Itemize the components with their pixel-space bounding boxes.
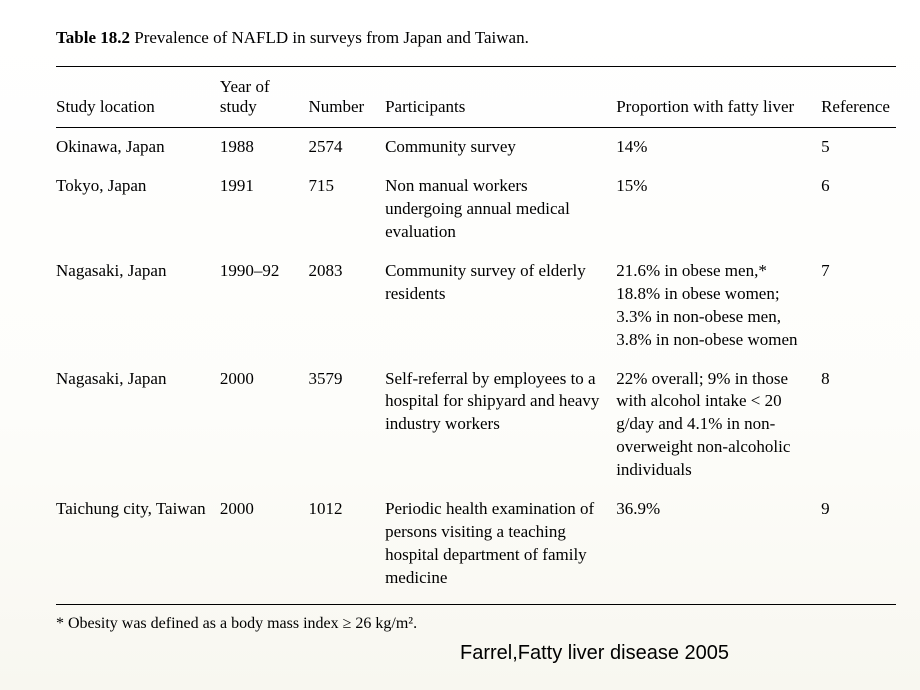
table-row: Taichung city, Taiwan 2000 1012 Periodic… [56, 490, 896, 604]
table-row: Nagasaki, Japan 2000 3579 Self-referral … [56, 360, 896, 491]
cell-number: 715 [308, 167, 385, 252]
col-header-year: Year of study [220, 67, 309, 128]
cell-proportion: 14% [616, 128, 821, 167]
cell-location: Okinawa, Japan [56, 128, 220, 167]
col-header-location: Study location [56, 67, 220, 128]
cell-proportion: 36.9% [616, 490, 821, 604]
cell-location: Taichung city, Taiwan [56, 490, 220, 604]
cell-reference: 9 [821, 490, 896, 604]
cell-reference: 7 [821, 252, 896, 360]
col-header-reference: Reference [821, 67, 896, 128]
cell-participants: Periodic health examination of persons v… [385, 490, 616, 604]
cell-year: 2000 [220, 360, 309, 491]
cell-location: Tokyo, Japan [56, 167, 220, 252]
cell-year: 1991 [220, 167, 309, 252]
slide-citation: Farrel,Fatty liver disease 2005 [460, 642, 729, 665]
page-scan: Table 18.2 Prevalence of NAFLD in survey… [0, 0, 920, 690]
cell-proportion: 22% overall; 9% in those with alcohol in… [616, 360, 821, 491]
cell-reference: 5 [821, 128, 896, 167]
table-label: Table 18.2 [56, 28, 130, 47]
cell-year: 1990–92 [220, 252, 309, 360]
table-footnote: * Obesity was defined as a body mass ind… [56, 615, 896, 633]
cell-location: Nagasaki, Japan [56, 252, 220, 360]
cell-proportion: 15% [616, 167, 821, 252]
cell-reference: 6 [821, 167, 896, 252]
cell-year: 1988 [220, 128, 309, 167]
col-header-proportion: Proportion with fatty liver [616, 67, 821, 128]
cell-participants: Non manual workers undergoing annual med… [385, 167, 616, 252]
table-bottom-rule [56, 604, 896, 605]
table-row: Nagasaki, Japan 1990–92 2083 Community s… [56, 252, 896, 360]
table-row: Tokyo, Japan 1991 715 Non manual workers… [56, 167, 896, 252]
cell-number: 1012 [308, 490, 385, 604]
cell-number: 2083 [308, 252, 385, 360]
table-row: Okinawa, Japan 1988 2574 Community surve… [56, 128, 896, 167]
cell-reference: 8 [821, 360, 896, 491]
col-header-participants: Participants [385, 67, 616, 128]
table-header-row: Study location Year of study Number Part… [56, 67, 896, 128]
cell-participants: Community survey [385, 128, 616, 167]
cell-number: 2574 [308, 128, 385, 167]
cell-number: 3579 [308, 360, 385, 491]
cell-location: Nagasaki, Japan [56, 360, 220, 491]
nafld-prevalence-table: Study location Year of study Number Part… [56, 66, 896, 604]
cell-participants: Self-referral by employees to a hospital… [385, 360, 616, 491]
cell-proportion: 21.6% in obese men,* 18.8% in obese wome… [616, 252, 821, 360]
col-header-number: Number [308, 67, 385, 128]
cell-participants: Community survey of elderly residents [385, 252, 616, 360]
cell-year: 2000 [220, 490, 309, 604]
table-caption-body: Prevalence of NAFLD in surveys from Japa… [134, 28, 529, 47]
table-caption: Table 18.2 Prevalence of NAFLD in survey… [56, 28, 896, 48]
